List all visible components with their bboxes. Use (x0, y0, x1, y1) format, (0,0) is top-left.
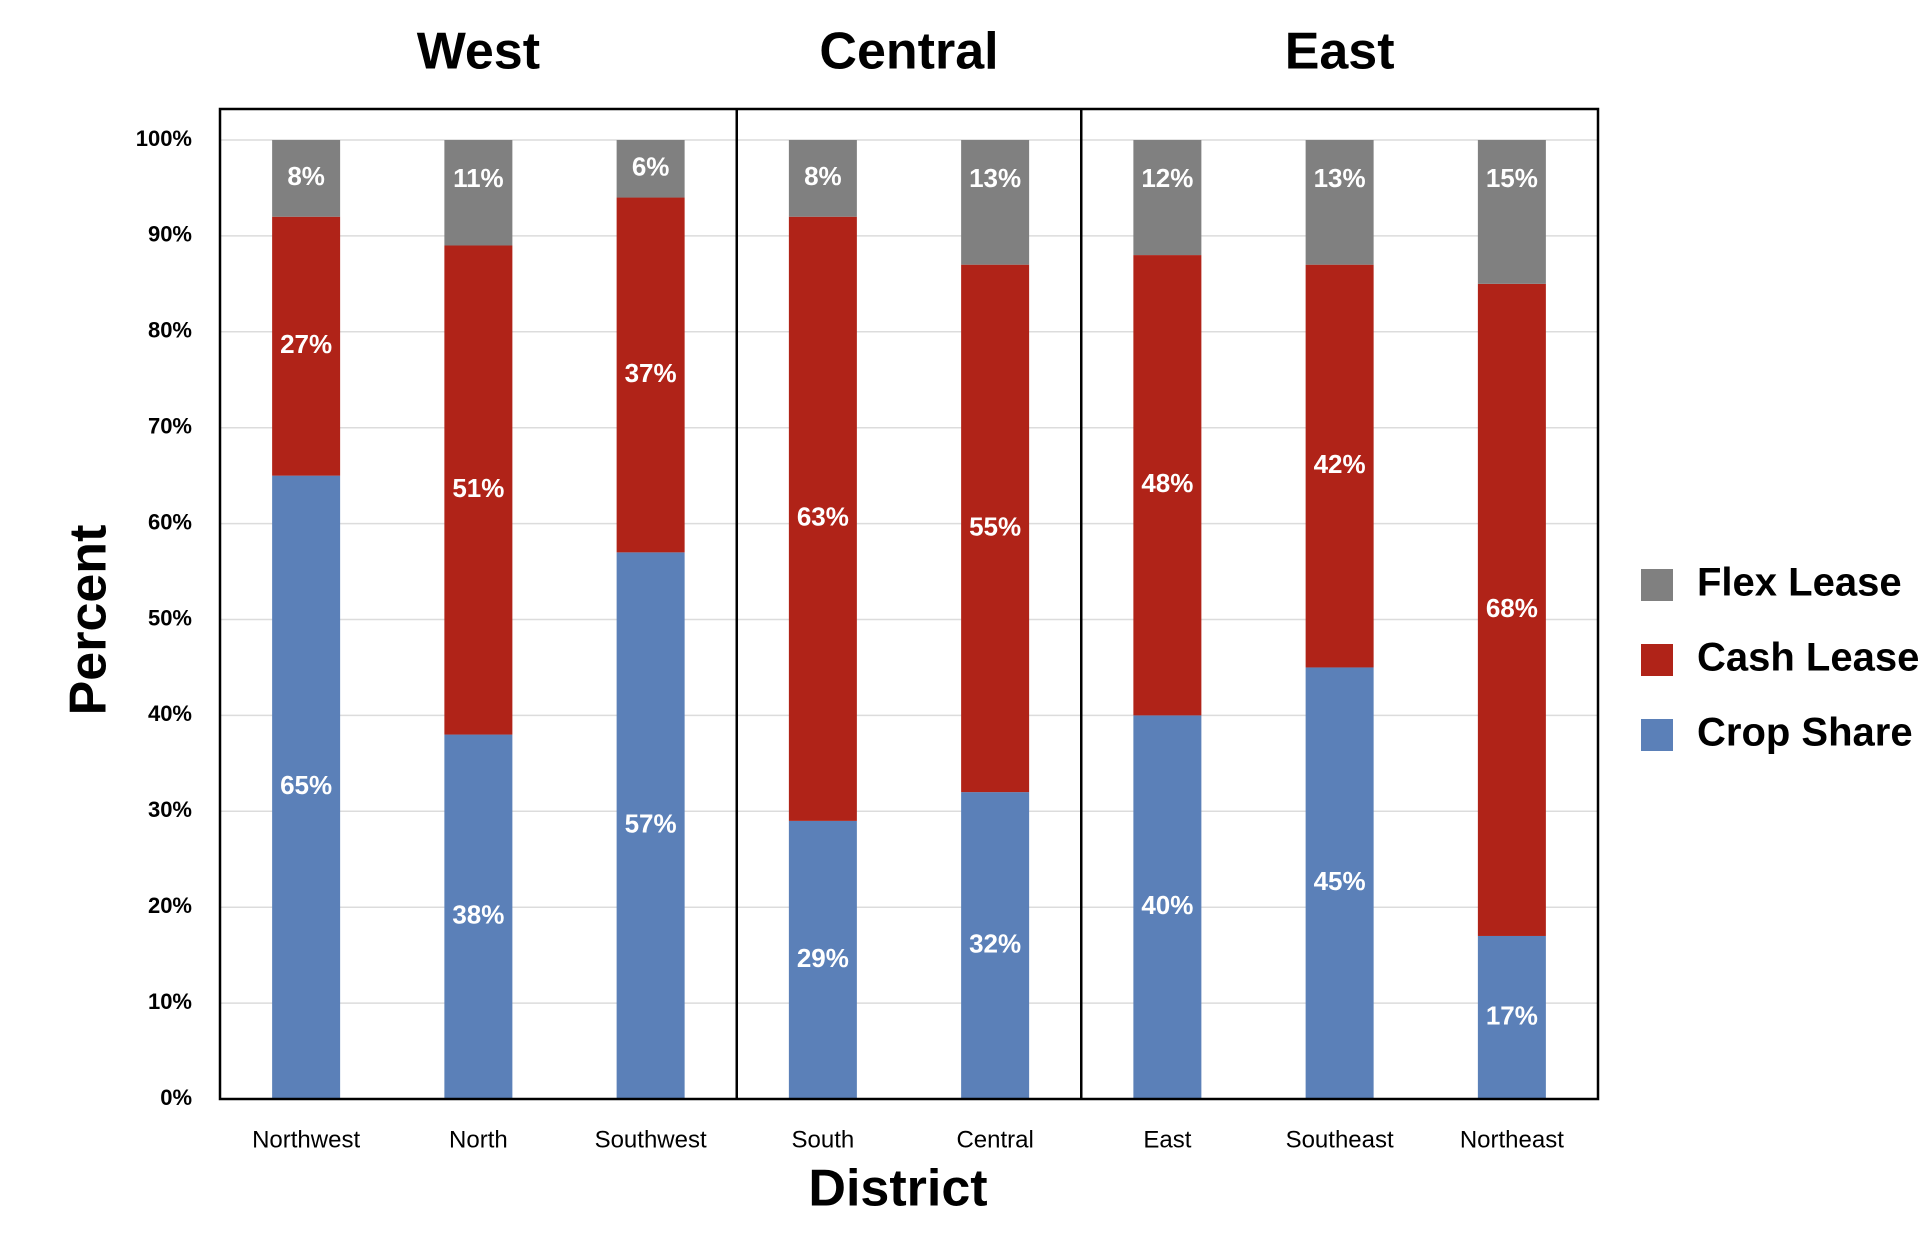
x-tick-label: North (449, 1126, 508, 1153)
legend-label: Crop Share (1697, 711, 1913, 755)
data-label: 63% (797, 502, 849, 532)
bar-segment (1133, 715, 1202, 1099)
legend-label: Cash Lease (1697, 636, 1919, 680)
data-label: 15% (1486, 163, 1538, 193)
bar-segment (616, 197, 685, 553)
bar-segment (1477, 140, 1546, 284)
data-label: 65% (280, 770, 332, 800)
bar-segment (788, 140, 857, 217)
group-label: East (1285, 23, 1395, 81)
data-label: 13% (1314, 163, 1366, 193)
legend-label: Flex Lease (1697, 561, 1902, 605)
data-label: 17% (1486, 1000, 1538, 1030)
plot-frame (218, 107, 1600, 1101)
data-label: 68% (1486, 593, 1538, 623)
bar-segment (616, 552, 685, 1099)
bar-segment (1305, 264, 1374, 668)
bar-segment (961, 792, 1030, 1099)
data-label: 57% (625, 809, 677, 839)
y-axis-title: Percent (60, 525, 118, 716)
data-label: 37% (625, 358, 677, 388)
bar-segment (272, 216, 341, 476)
bar-segment (788, 820, 857, 1099)
data-label: 48% (1141, 468, 1193, 498)
data-label: 55% (969, 511, 1021, 541)
bar-segment (444, 140, 513, 246)
y-tick-label: 30% (148, 797, 192, 822)
bar-segment (961, 140, 1030, 265)
x-tick-label: East (1143, 1126, 1191, 1153)
y-tick-label: 60% (148, 509, 192, 534)
data-label: 6% (632, 152, 670, 182)
group-label: West (417, 23, 540, 81)
bar-segment (444, 245, 513, 735)
data-label: 8% (804, 161, 842, 191)
bar-segment (1477, 935, 1546, 1099)
x-tick-label: South (792, 1126, 855, 1153)
x-axis-title: District (808, 1160, 987, 1218)
data-label: 12% (1141, 163, 1193, 193)
data-label: 38% (452, 900, 504, 930)
y-tick-label: 10% (148, 989, 192, 1014)
group-label: Central (819, 23, 998, 81)
data-label: 11% (453, 163, 504, 193)
bar-segment (272, 475, 341, 1099)
bar-segment (1477, 283, 1546, 936)
legend-swatch (1641, 644, 1673, 676)
y-tick-label: 100% (136, 126, 192, 151)
data-label: 32% (969, 928, 1021, 958)
bar-segment (616, 140, 685, 198)
data-label: 13% (969, 163, 1021, 193)
x-tick-label: Northeast (1460, 1126, 1564, 1153)
bar-segment (961, 264, 1030, 793)
bar-segment (788, 216, 857, 821)
y-tick-label: 40% (148, 701, 192, 726)
y-tick-label: 90% (148, 222, 192, 247)
y-tick-label: 70% (148, 414, 192, 439)
data-label: 8% (287, 161, 325, 191)
data-label: 51% (452, 473, 504, 503)
x-tick-label: Northwest (252, 1126, 360, 1153)
x-tick-label: Central (956, 1126, 1033, 1153)
y-tick-label: 20% (148, 893, 192, 918)
x-tick-label: Southeast (1286, 1126, 1394, 1153)
legend-swatch (1641, 719, 1673, 751)
y-tick-label: 0% (160, 1085, 192, 1110)
data-label: 40% (1141, 890, 1193, 920)
y-tick-label: 80% (148, 318, 192, 343)
bar-segment (1305, 667, 1374, 1099)
x-tick-label: Southwest (595, 1126, 707, 1153)
bar-segment (1133, 140, 1202, 256)
bar-segment (444, 734, 513, 1099)
data-label: 42% (1314, 449, 1366, 479)
bar-segment (1305, 140, 1374, 265)
data-label: 29% (797, 943, 849, 973)
y-tick-label: 50% (148, 605, 192, 630)
data-label: 27% (280, 329, 332, 359)
bar-segment (1133, 255, 1202, 716)
data-label: 45% (1314, 866, 1366, 896)
legend-swatch (1641, 569, 1673, 601)
bar-segment (272, 140, 341, 217)
